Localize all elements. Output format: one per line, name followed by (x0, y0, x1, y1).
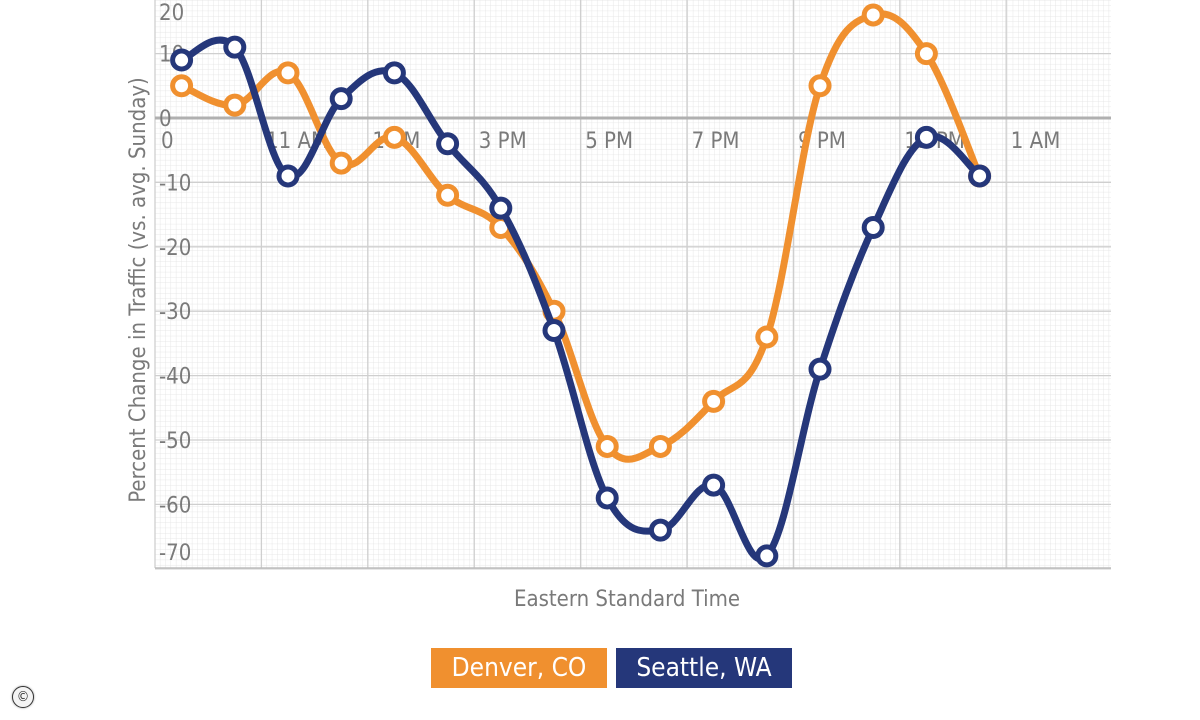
y-tick-label: -40 (159, 365, 191, 390)
data-point[interactable] (702, 389, 726, 413)
series-line (178, 10, 984, 463)
y-tick-label: -70 (159, 541, 191, 566)
y-tick-label: -60 (159, 493, 191, 518)
major-grid (154, 0, 1111, 570)
data-point[interactable] (542, 319, 566, 343)
data-point[interactable] (861, 215, 885, 239)
y-tick-label: -30 (159, 300, 191, 325)
y-tick-label: -10 (159, 171, 191, 196)
y-tick-label: -20 (159, 236, 191, 261)
legend-seattle[interactable]: Seattle, WA (616, 648, 792, 688)
x-axis-title: Eastern Standard Time (514, 587, 740, 612)
data-point[interactable] (329, 87, 353, 111)
series-layer (170, 3, 992, 568)
data-point[interactable] (968, 164, 992, 188)
data-point[interactable] (223, 93, 247, 117)
series-seattle (170, 35, 992, 568)
y-tick-label: -50 (159, 429, 191, 454)
data-point[interactable] (702, 473, 726, 497)
x-tick-label: 0 (161, 129, 174, 154)
y-tick-label: 20 (159, 1, 184, 26)
data-point[interactable] (914, 42, 938, 66)
data-point[interactable] (170, 48, 194, 72)
data-point[interactable] (382, 125, 406, 149)
data-point[interactable] (755, 325, 779, 349)
data-point[interactable] (595, 486, 619, 510)
legend-denver[interactable]: Denver, CO (431, 648, 607, 688)
series-denver (170, 3, 992, 463)
data-point[interactable] (276, 61, 300, 85)
data-point[interactable] (276, 164, 300, 188)
data-point[interactable] (436, 132, 460, 156)
data-point[interactable] (808, 74, 832, 98)
data-point[interactable] (329, 151, 353, 175)
data-point[interactable] (170, 74, 194, 98)
y-tick-label: 0 (159, 107, 172, 132)
series-line (178, 36, 984, 563)
y-axis-title: Percent Change in Traffic (vs. avg. Sund… (126, 77, 151, 503)
x-tick-label: 7 PM (692, 129, 740, 154)
data-point[interactable] (755, 544, 779, 568)
copyright-icon: © (12, 686, 34, 708)
data-point[interactable] (861, 3, 885, 27)
data-point[interactable] (223, 35, 247, 59)
data-point[interactable] (914, 125, 938, 149)
data-point[interactable] (648, 518, 672, 542)
data-point[interactable] (648, 434, 672, 458)
data-point[interactable] (595, 434, 619, 458)
data-point[interactable] (489, 196, 513, 220)
data-point[interactable] (382, 61, 406, 85)
plot-area (155, 0, 1111, 568)
x-tick-label: 1 AM (1011, 129, 1061, 154)
x-tick-label: 5 PM (585, 129, 633, 154)
data-point[interactable] (436, 183, 460, 207)
data-point[interactable] (808, 357, 832, 381)
x-tick-label: 3 PM (479, 129, 527, 154)
